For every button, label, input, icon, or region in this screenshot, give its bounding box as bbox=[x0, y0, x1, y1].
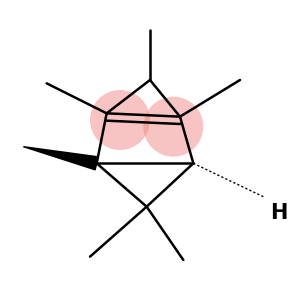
Polygon shape bbox=[23, 147, 98, 170]
Text: H: H bbox=[270, 203, 287, 223]
Circle shape bbox=[143, 97, 203, 157]
Circle shape bbox=[90, 90, 150, 150]
